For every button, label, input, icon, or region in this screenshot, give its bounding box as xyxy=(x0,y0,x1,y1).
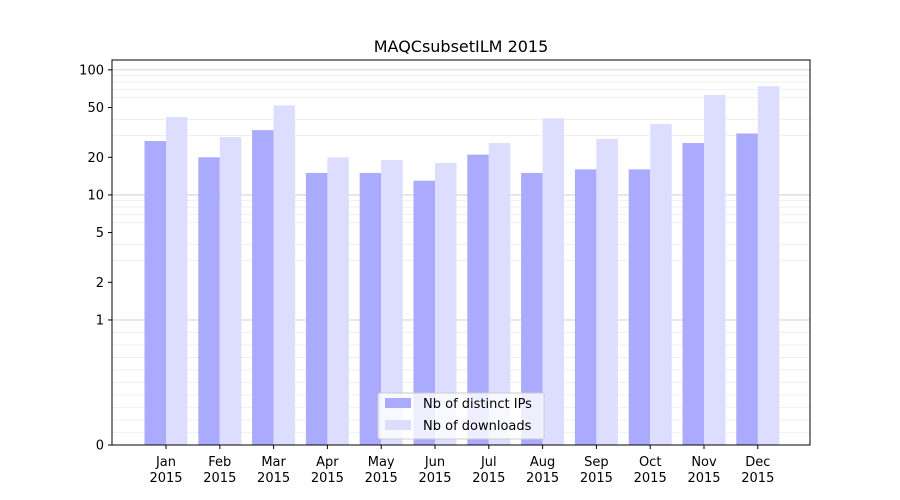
x-tick-label-year: 2015 xyxy=(472,471,505,486)
legend-label-distinct-ips: Nb of distinct IPs xyxy=(423,397,532,412)
bar xyxy=(327,157,349,445)
x-tick-label-year: 2015 xyxy=(741,471,774,486)
x-axis: Jan2015Feb2015Mar2015Apr2015May2015Jun20… xyxy=(149,445,774,486)
bar xyxy=(704,94,726,446)
bar xyxy=(252,130,274,445)
bar xyxy=(273,105,296,446)
bar xyxy=(682,143,704,445)
x-tick-label-month: Sep xyxy=(584,455,609,470)
x-tick-label-year: 2015 xyxy=(526,471,559,486)
bar xyxy=(413,180,435,445)
bar xyxy=(435,163,457,445)
x-tick-label-month: Aug xyxy=(530,455,555,470)
y-tick-label: 5 xyxy=(96,226,104,241)
bar xyxy=(628,169,651,445)
bar xyxy=(144,140,166,445)
x-tick-label-month: Oct xyxy=(639,455,661,470)
bar xyxy=(650,123,672,445)
legend-label-downloads: Nb of downloads xyxy=(423,419,532,434)
x-tick-label-year: 2015 xyxy=(311,471,344,486)
x-tick-label-year: 2015 xyxy=(418,471,451,486)
legend-box xyxy=(377,392,545,440)
legend: Nb of distinct IPs Nb of downloads xyxy=(377,392,545,440)
x-tick-label-month: Jan xyxy=(155,455,176,470)
y-tick-label: 1 xyxy=(96,313,104,328)
bar xyxy=(488,143,511,445)
bar xyxy=(596,139,618,445)
y-tick-label: 0 xyxy=(96,439,104,454)
x-tick-label-year: 2015 xyxy=(687,471,720,486)
x-tick-label-month: Apr xyxy=(316,455,339,470)
bar xyxy=(521,172,543,445)
x-tick-label-month: Jun xyxy=(424,455,445,470)
y-tick-label: 20 xyxy=(87,151,104,166)
x-tick-label-month: Mar xyxy=(261,455,286,470)
bar xyxy=(467,154,489,446)
legend-swatch-downloads xyxy=(385,420,411,430)
x-tick-label-month: Dec xyxy=(745,455,770,470)
bar xyxy=(198,157,220,445)
x-tick-label-year: 2015 xyxy=(203,471,236,486)
bar xyxy=(219,137,242,445)
x-tick-label-year: 2015 xyxy=(149,471,182,486)
bar xyxy=(736,133,758,445)
chart-title: MAQCsubsetILM 2015 xyxy=(374,37,549,56)
bar xyxy=(359,172,382,445)
x-tick-label-year: 2015 xyxy=(257,471,290,486)
x-tick-label-month: Jul xyxy=(480,455,497,470)
y-tick-label: 100 xyxy=(79,63,104,78)
bar xyxy=(542,118,565,445)
bar xyxy=(305,172,328,445)
x-tick-label-year: 2015 xyxy=(634,471,667,486)
y-axis: 0 1 2 5 10 20 50 100 xyxy=(79,63,112,454)
bar xyxy=(381,160,403,445)
x-tick-label-month: Nov xyxy=(691,455,717,470)
y-tick-label: 50 xyxy=(87,101,104,116)
x-tick-label-year: 2015 xyxy=(580,471,613,486)
plot-frame xyxy=(111,59,811,446)
bar xyxy=(166,117,188,445)
bar xyxy=(757,86,780,445)
legend-swatch-distinct-ips xyxy=(385,398,411,408)
bar xyxy=(574,169,597,445)
bars xyxy=(144,86,780,446)
y-tick-label: 10 xyxy=(87,188,104,203)
x-tick-label-month: May xyxy=(368,455,395,470)
x-tick-label-year: 2015 xyxy=(365,471,398,486)
y-tick-label: 2 xyxy=(96,276,104,291)
x-tick-label-month: Feb xyxy=(208,455,231,470)
